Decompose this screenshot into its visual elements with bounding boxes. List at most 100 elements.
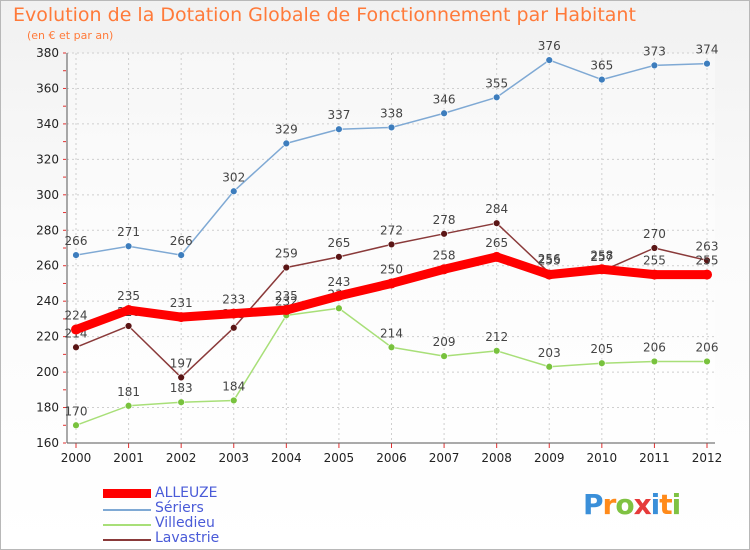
data-point-alleuze xyxy=(702,269,712,280)
data-label-sriers: 374 xyxy=(696,43,719,57)
x-tick-label: 2009 xyxy=(534,451,565,465)
data-label-alleuze: 250 xyxy=(380,262,403,276)
data-point-villedieu xyxy=(703,357,711,366)
data-label-alleuze: 265 xyxy=(485,236,508,250)
x-tick-label: 2002 xyxy=(166,451,197,465)
x-tick-label: 2011 xyxy=(639,451,670,465)
data-point-lavastrie xyxy=(440,230,448,238)
data-point-sriers xyxy=(492,93,501,102)
data-point-sriers xyxy=(703,59,711,68)
data-point-alleuze xyxy=(386,278,397,289)
legend-line-seriers xyxy=(103,509,151,511)
proxiti-logo: Proxiti xyxy=(583,488,681,521)
x-tick-label: 2007 xyxy=(429,451,460,465)
data-point-sriers xyxy=(545,56,553,64)
data-label-sriers: 346 xyxy=(433,92,456,106)
data-point-villedieu xyxy=(492,347,501,355)
data-point-villedieu xyxy=(335,304,343,312)
data-point-lavastrie xyxy=(492,219,501,227)
data-label-sriers: 271 xyxy=(117,225,140,239)
data-label-sriers: 337 xyxy=(327,108,350,122)
data-point-sriers xyxy=(124,242,133,250)
data-label-sriers: 355 xyxy=(485,76,508,90)
y-tick-label: 220 xyxy=(36,330,59,344)
legend-label-lavastrie: Lavastrie xyxy=(155,530,220,546)
x-tick-label: 2003 xyxy=(218,451,249,465)
data-label-lavastrie: 278 xyxy=(433,213,456,227)
y-tick-label: 280 xyxy=(36,223,59,237)
data-point-sriers xyxy=(598,75,606,84)
data-point-alleuze xyxy=(71,324,81,335)
data-label-villedieu: 214 xyxy=(380,326,403,340)
y-tick-label: 300 xyxy=(36,188,59,202)
y-tick-label: 340 xyxy=(36,117,59,131)
data-label-lavastrie: 265 xyxy=(327,236,350,250)
data-label-villedieu: 181 xyxy=(117,385,140,399)
data-label-villedieu: 203 xyxy=(538,346,561,360)
data-label-alleuze: 258 xyxy=(433,248,456,262)
data-point-alleuze xyxy=(281,305,292,316)
y-tick-label: 180 xyxy=(36,401,59,415)
legend-label-seriers: Sériers xyxy=(155,500,204,516)
data-point-alleuze xyxy=(544,269,555,280)
data-label-sriers: 365 xyxy=(590,59,613,73)
data-label-sriers: 338 xyxy=(380,106,403,120)
data-label-villedieu: 184 xyxy=(222,379,245,393)
data-point-villedieu xyxy=(598,359,606,367)
data-label-sriers: 266 xyxy=(170,234,193,248)
data-label-sriers: 376 xyxy=(538,39,561,53)
data-label-sriers: 373 xyxy=(643,44,666,58)
data-point-villedieu xyxy=(650,357,659,366)
y-tick-label: 260 xyxy=(36,259,59,273)
data-point-sriers xyxy=(72,251,80,259)
data-point-villedieu xyxy=(72,421,80,429)
data-point-lavastrie xyxy=(650,244,659,252)
data-label-lavastrie: 270 xyxy=(643,227,666,241)
data-label-alleuze: 255 xyxy=(696,254,719,268)
data-label-alleuze: 258 xyxy=(590,248,613,262)
data-point-sriers xyxy=(650,61,659,70)
data-label-villedieu: 209 xyxy=(433,335,456,349)
data-label-alleuze: 231 xyxy=(170,296,193,310)
x-tick-label: 2008 xyxy=(481,451,512,465)
y-tick-label: 320 xyxy=(36,152,59,166)
data-label-alleuze: 255 xyxy=(538,254,561,268)
y-tick-label: 200 xyxy=(36,365,59,379)
y-tick-label: 240 xyxy=(36,294,59,308)
data-label-sriers: 329 xyxy=(275,122,298,136)
data-point-alleuze xyxy=(333,290,344,301)
data-label-alleuze: 235 xyxy=(275,289,298,303)
x-tick-label: 2001 xyxy=(113,451,144,465)
legend-label-alleuze: ALLEUZE xyxy=(155,485,218,501)
data-label-villedieu: 206 xyxy=(696,340,719,354)
data-point-sriers xyxy=(282,139,291,148)
data-label-alleuze: 235 xyxy=(117,289,140,303)
data-label-villedieu: 206 xyxy=(643,340,666,354)
chart-subtitle: (en € et par an) xyxy=(27,29,114,42)
data-point-alleuze xyxy=(649,269,660,280)
data-point-sriers xyxy=(440,109,448,117)
data-label-villedieu: 212 xyxy=(485,330,508,344)
data-label-lavastrie: 284 xyxy=(485,202,508,216)
data-label-sriers: 266 xyxy=(65,234,88,248)
x-tick-label: 2012 xyxy=(692,451,723,465)
data-point-lavastrie xyxy=(703,256,711,265)
x-tick-label: 2010 xyxy=(587,451,618,465)
data-label-villedieu: 170 xyxy=(65,404,88,418)
data-point-alleuze xyxy=(491,251,502,262)
data-point-villedieu xyxy=(177,398,185,406)
data-label-sriers: 302 xyxy=(222,170,245,184)
data-point-villedieu xyxy=(387,343,396,351)
data-label-alleuze: 233 xyxy=(222,293,245,307)
data-point-villedieu xyxy=(440,352,448,360)
data-point-sriers xyxy=(335,125,343,133)
data-label-lavastrie: 272 xyxy=(380,223,403,237)
data-label-villedieu: 205 xyxy=(590,342,613,356)
data-label-alleuze: 243 xyxy=(327,275,350,289)
data-label-alleuze: 224 xyxy=(65,309,88,323)
legend-label-villedieu: Villedieu xyxy=(155,515,215,531)
data-point-alleuze xyxy=(228,308,239,319)
data-point-alleuze xyxy=(439,264,450,275)
